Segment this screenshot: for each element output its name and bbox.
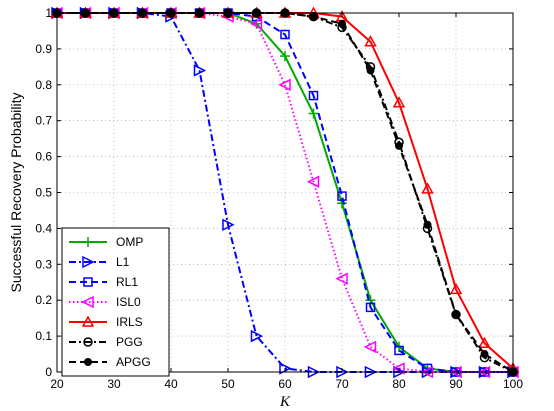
legend-label-rl1: RL1 bbox=[116, 275, 138, 289]
y-tick-label: 0.4 bbox=[35, 221, 52, 235]
legend: OMP L1 RL1 ISL0 IRLS PGG APGG bbox=[61, 227, 170, 377]
y-tick-label: 0.2 bbox=[35, 293, 52, 307]
data-point-omp bbox=[308, 108, 319, 119]
data-point-rl1 bbox=[365, 302, 376, 313]
y-axis-label: Successful Recovery Probability bbox=[8, 93, 24, 293]
data-point-apgg bbox=[309, 12, 318, 21]
data-point-rl1 bbox=[394, 345, 404, 356]
y-tick-label: 0.8 bbox=[35, 78, 52, 92]
data-point-irls bbox=[449, 282, 463, 295]
y-tick-label: 0.1 bbox=[35, 329, 52, 343]
legend-marker-omp bbox=[83, 237, 93, 247]
x-axis-label: K bbox=[279, 394, 291, 410]
legend-marker-pgg bbox=[83, 337, 93, 347]
x-tick-label: 70 bbox=[335, 377, 349, 391]
y-tick-label: 0.9 bbox=[35, 42, 52, 56]
x-tick-label: 50 bbox=[221, 377, 235, 391]
legend-item-pgg: PGG bbox=[69, 335, 143, 349]
y-tick-label: 0.7 bbox=[35, 114, 52, 128]
legend-marker-rl1 bbox=[83, 277, 93, 287]
legend-label-l1: L1 bbox=[116, 255, 130, 269]
legend-item-apgg: APGG bbox=[69, 355, 151, 369]
data-point-l1 bbox=[193, 64, 207, 77]
legend-marker-isl0 bbox=[81, 295, 94, 309]
data-point-apgg bbox=[395, 141, 403, 150]
legend-box bbox=[61, 227, 170, 377]
y-tick-label: 1 bbox=[45, 6, 52, 20]
data-point-l1 bbox=[222, 218, 235, 232]
data-point-rl1 bbox=[280, 29, 290, 40]
legend-item-irls: IRLS bbox=[69, 315, 143, 329]
legend-item-l1: L1 bbox=[69, 255, 130, 269]
axis-ticks: 20 30 40 50 60 70 80 90 100 0 0.1 0.2 0.3 0.4 0.5 0.6 0.… bbox=[35, 6, 523, 391]
x-tick-label: 80 bbox=[392, 377, 406, 391]
series-line-rl1 bbox=[57, 12, 513, 373]
data-point-isl0 bbox=[306, 175, 320, 188]
data-point-irls bbox=[364, 35, 377, 47]
data-point-omp bbox=[280, 51, 290, 62]
data-point-apgg bbox=[366, 66, 375, 75]
x-tick-label: 90 bbox=[449, 377, 463, 391]
legend-label-irls: IRLS bbox=[116, 315, 143, 329]
legend-item-rl1: RL1 bbox=[69, 275, 138, 289]
data-point-irls bbox=[392, 96, 406, 108]
data-point-irls bbox=[478, 336, 491, 349]
data-point-rl1 bbox=[337, 191, 347, 201]
y-tick-label: 0.5 bbox=[35, 186, 52, 200]
data-point-isl0 bbox=[278, 78, 291, 92]
data-point-apgg bbox=[480, 350, 489, 359]
legend-marker-irls bbox=[81, 315, 95, 327]
x-tick-label: 20 bbox=[50, 377, 64, 391]
legend-marker-apgg bbox=[84, 358, 92, 366]
data-point-l1 bbox=[250, 329, 264, 343]
legend-label-pgg: PGG bbox=[116, 335, 143, 349]
data-point-irls bbox=[421, 182, 434, 194]
legend-label-omp: OMP bbox=[116, 235, 143, 249]
y-tick-label: 0.6 bbox=[35, 150, 52, 164]
data-point-rl1 bbox=[308, 90, 319, 101]
legend-item-omp: OMP bbox=[69, 235, 143, 249]
x-tick-label: 40 bbox=[164, 377, 178, 391]
x-tick-label: 60 bbox=[278, 377, 292, 391]
data-point-isl0 bbox=[249, 17, 263, 30]
data-point-apgg bbox=[338, 19, 346, 28]
legend-marker-l1 bbox=[82, 255, 95, 269]
legend-item-isl0: ISL0 bbox=[69, 295, 141, 309]
data-point-apgg bbox=[423, 220, 432, 229]
y-tick-label: 0.3 bbox=[35, 257, 52, 271]
data-point-isl0 bbox=[335, 272, 348, 285]
x-tick-label: 100 bbox=[503, 377, 523, 391]
legend-label-apgg: APGG bbox=[116, 355, 151, 369]
x-tick-label: 30 bbox=[107, 377, 121, 391]
legend-label-isl0: ISL0 bbox=[116, 295, 141, 309]
data-point-apgg bbox=[452, 310, 460, 319]
y-tick-label: 0 bbox=[45, 365, 52, 379]
data-point-isl0 bbox=[363, 340, 377, 354]
